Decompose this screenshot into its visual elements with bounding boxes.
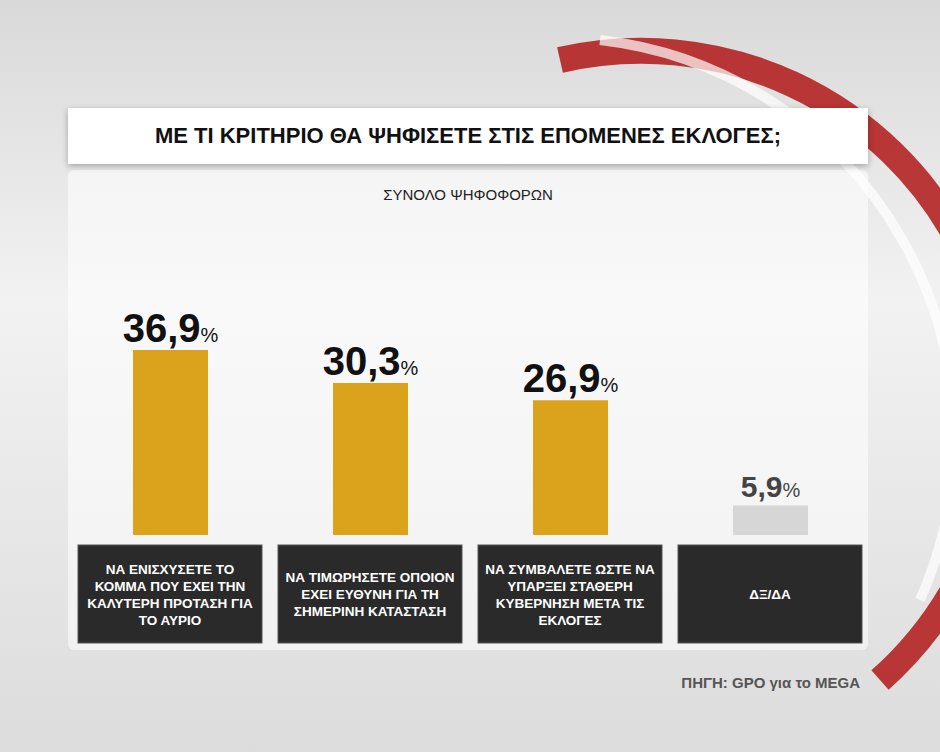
svg-text:ΣΗΜΕΡΙΝΗ ΚΑΤΑΣΤΑΣΗ: ΣΗΜΕΡΙΝΗ ΚΑΤΑΣΤΑΣΗ	[294, 604, 446, 619]
svg-text:ΚΟΜΜΑ ΠΟΥ ΕΧΕΙ ΤΗΝ: ΚΟΜΜΑ ΠΟΥ ΕΧΕΙ ΤΗΝ	[95, 579, 246, 594]
svg-text:5,9%: 5,9%	[741, 470, 801, 503]
svg-text:ΕΧΕΙ ΕΥΘΥΝΗ ΓΙΑ ΤΗ: ΕΧΕΙ ΕΥΘΥΝΗ ΓΙΑ ΤΗ	[301, 587, 439, 602]
svg-text:30,3%: 30,3%	[323, 339, 419, 383]
html-text:ΜΕ ΤΙ ΚΡΙΤΗΡΙΟ ΘΑ ΨΗΦΙΣΕΤΕ ΣΤΙ: ΜΕ ΤΙ ΚΡΙΤΗΡΙΟ ΘΑ ΨΗΦΙΣΕΤΕ ΣΤΙΣ ΕΠΟΜΕΝΕΣ…	[155, 123, 781, 148]
svg-text:ΚΥΒΕΡΝΗΣΗ ΜΕΤΑ ΤΙΣ: ΚΥΒΕΡΝΗΣΗ ΜΕΤΑ ΤΙΣ	[496, 596, 645, 611]
svg-text:ΝΑ ΤΙΜΩΡΗΣΕΤΕ ΟΠΟΙΟΝ: ΝΑ ΤΙΜΩΡΗΣΕΤΕ ΟΠΟΙΟΝ	[286, 570, 455, 585]
svg-text:ΤΟ ΑΥΡΙΟ: ΤΟ ΑΥΡΙΟ	[139, 613, 202, 628]
svg-text:ΝΑ ΕΝΙΣΧΥΣΕΤΕ ΤΟ: ΝΑ ΕΝΙΣΧΥΣΕΤΕ ΤΟ	[106, 562, 234, 577]
html-text:ΣΥΝΟΛΟ ΨΗΦΟΦΟΡΩΝ: ΣΥΝΟΛΟ ΨΗΦΟΦΟΡΩΝ	[383, 186, 553, 203]
svg-text:26,9%: 26,9%	[523, 356, 619, 400]
svg-text:ΥΠΑΡΞΕΙ ΣΤΑΘΕΡΗ: ΥΠΑΡΞΕΙ ΣΤΑΘΕΡΗ	[507, 579, 633, 594]
svg-text:ΕΚΛΟΓΕΣ: ΕΚΛΟΓΕΣ	[538, 613, 601, 628]
html-text:ΠΗΓΗ: GPO για το MEGA: ΠΗΓΗ: GPO για το MEGA	[681, 674, 860, 691]
svg-text:ΝΑ ΣΥΜΒΑΛΕΤΕ ΩΣΤΕ ΝΑ: ΝΑ ΣΥΜΒΑΛΕΤΕ ΩΣΤΕ ΝΑ	[485, 562, 655, 577]
svg-text:ΔΞ/ΔΑ: ΔΞ/ΔΑ	[749, 587, 791, 602]
svg-text:ΚΑΛΥΤΕΡΗ ΠΡΟΤΑΣΗ ΓΙΑ: ΚΑΛΥΤΕΡΗ ΠΡΟΤΑΣΗ ΓΙΑ	[87, 596, 253, 611]
svg-text:36,9%: 36,9%	[123, 306, 219, 350]
